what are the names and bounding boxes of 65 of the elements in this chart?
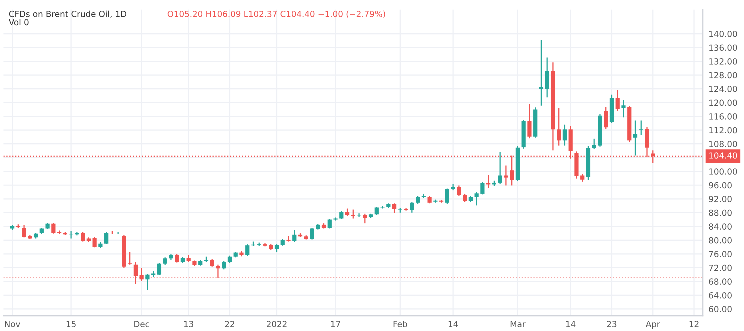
x-tick-label: Apr (646, 321, 660, 330)
candlestick (216, 264, 220, 279)
x-tick-label: Feb (394, 320, 408, 328)
y-tick-label: 108.00 (710, 141, 738, 148)
candlestick (140, 267, 144, 282)
candlestick (457, 185, 462, 197)
y-tick-label: 80.00 (709, 237, 732, 244)
candlestick (557, 107, 562, 146)
candlestick (357, 213, 362, 218)
y-tick-label: 132.00 (710, 58, 738, 65)
candlestick (639, 120, 644, 136)
x-tick-label: 17 (331, 321, 340, 328)
annotation: O105.20 H106.09 L102.37 C104.40 −1.00 (−2.79%) (168, 10, 386, 18)
ref-line-label: 104.40 (710, 152, 738, 159)
candlestick (246, 244, 250, 257)
candlestick (392, 203, 397, 214)
candlestick (445, 188, 450, 205)
y-tick-label: 116.00 (710, 114, 738, 120)
y-tick-label: 136.00 (710, 44, 738, 52)
candlestick (134, 262, 138, 285)
y-tick-label: 124.00 (710, 86, 738, 92)
y-tick-label: 60.00 (709, 306, 732, 313)
candlestick (292, 230, 297, 243)
candlestick (616, 90, 620, 112)
chart-title: CFDs on Brent Crude Oil, 1D (9, 10, 127, 18)
candlestick (104, 232, 109, 246)
candlestick (562, 124, 568, 146)
x-tick-label: Mar (510, 321, 526, 328)
x-tick-label: 13 (184, 321, 194, 328)
y-tick-label: 76.00 (709, 251, 732, 258)
y-tick-label: 72.00 (709, 264, 732, 272)
y-tick-label: 128.00 (710, 72, 738, 79)
x-tick-label: 12 (690, 321, 699, 328)
y-tick-label: 68.00 (709, 278, 732, 285)
y-tick-label: 84.00 (709, 224, 732, 230)
x-tick-label: 14 (448, 321, 458, 328)
candlestick (81, 232, 86, 242)
candlestick (528, 104, 532, 140)
candlestick (92, 236, 97, 248)
y-tick-label: 96.00 (709, 182, 732, 189)
annotation: Vol 0 (8, 19, 29, 26)
x-tick-label: Dec (134, 321, 150, 328)
x-tick-label: 2022 (267, 321, 287, 328)
x-tick-label: Nov (5, 321, 20, 328)
x-tick-label: 15 (66, 321, 76, 328)
candlestick (286, 236, 291, 242)
y-tick-label: 100.00 (710, 168, 738, 175)
candlestick (633, 120, 638, 156)
candlestick (498, 152, 502, 185)
candlestick (545, 57, 550, 98)
candlestick (157, 262, 162, 276)
candlestick (622, 100, 626, 118)
candlestick (328, 218, 332, 230)
y-tick-label: 120.00 (710, 100, 738, 106)
y-tick-label: 112.00 (710, 127, 738, 134)
x-tick-label: 22 (225, 321, 234, 328)
y-tick-label: 92.00 (709, 196, 732, 202)
x-tick-label: 14 (566, 321, 576, 328)
candlestick (604, 106, 608, 130)
x-tick-label: 23 (607, 321, 617, 328)
candlestick (410, 202, 414, 214)
candlestick (52, 222, 56, 234)
y-tick-label: 64.00 (709, 292, 732, 299)
y-tick-label: 140.00 (710, 30, 738, 38)
y-tick-label: 88.00 (709, 210, 732, 216)
